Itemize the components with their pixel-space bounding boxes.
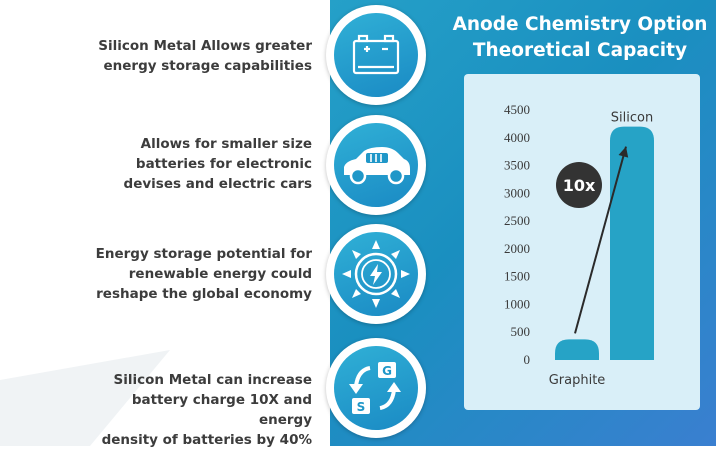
feature-1-circle (326, 5, 426, 105)
sun-energy-icon (342, 240, 410, 308)
feature-4-circle: G S (326, 338, 426, 438)
chart-title-line-2: Theoretical Capacity (472, 40, 688, 61)
y-tick-label-4: 2000 (504, 241, 530, 256)
y-tick-label-3: 1500 (504, 269, 530, 284)
category-label-0: Graphite (549, 373, 606, 388)
icon-letter-s: S (357, 400, 366, 414)
y-tick-label-0: 0 (524, 352, 531, 367)
chart-title: Anode Chemistry Option Theoretical Capac… (444, 12, 716, 64)
y-tick-label-9: 4500 (504, 102, 530, 117)
annotation-badge (556, 162, 602, 208)
feature-4-line-3: density of batteries by 40% (101, 432, 312, 448)
feature-3-text: Energy storage potential for renewable e… (80, 244, 312, 304)
feature-1-line-2: energy storage capabilities (103, 58, 313, 74)
feature-2-circle (326, 115, 426, 215)
feature-2-text: Allows for smaller size batteries for el… (80, 134, 312, 194)
feature-2-line-3: devises and electric cars (123, 176, 312, 192)
feature-2-line-1: Allows for smaller size (140, 136, 312, 152)
feature-3-line-1: Energy storage potential for (95, 246, 312, 262)
battery-icon (352, 34, 400, 75)
chart-title-line-1: Anode Chemistry Option (452, 14, 708, 35)
feature-4-line-2: battery charge 10X and energy (131, 392, 312, 428)
decorative-wedge (0, 350, 170, 446)
feature-3-line-2: renewable energy could (128, 266, 312, 282)
bar-silicon (610, 126, 654, 361)
y-tick-label-6: 3000 (504, 185, 530, 200)
recycle-arrows-icon: G S (349, 362, 401, 414)
feature-2-line-2: batteries for electronic (135, 156, 312, 172)
icon-letter-g: G (382, 364, 392, 378)
feature-1-line-1: Silicon Metal Allows greater (98, 38, 312, 54)
bar-graphite (555, 339, 599, 360)
category-label-1: Silicon (611, 111, 653, 126)
y-tick-label-5: 2500 (504, 213, 530, 228)
y-tick-label-8: 4000 (504, 130, 530, 145)
feature-3-line-3: reshape the global economy (96, 286, 312, 302)
feature-1-text: Silicon Metal Allows greater energy stor… (80, 36, 312, 76)
feature-4-line-1: Silicon Metal can increase (113, 372, 312, 388)
electric-car-icon (344, 147, 410, 185)
growth-arrow-head (618, 146, 629, 158)
y-tick-label-1: 500 (511, 324, 531, 339)
feature-3-circle (326, 224, 426, 324)
y-tick-label-2: 1000 (504, 296, 530, 311)
y-tick-label-7: 3500 (504, 158, 530, 173)
annotation-badge-text: 10x (563, 176, 596, 195)
feature-4-text: Silicon Metal can increase battery charg… (80, 370, 312, 450)
growth-arrow-line (574, 146, 627, 334)
